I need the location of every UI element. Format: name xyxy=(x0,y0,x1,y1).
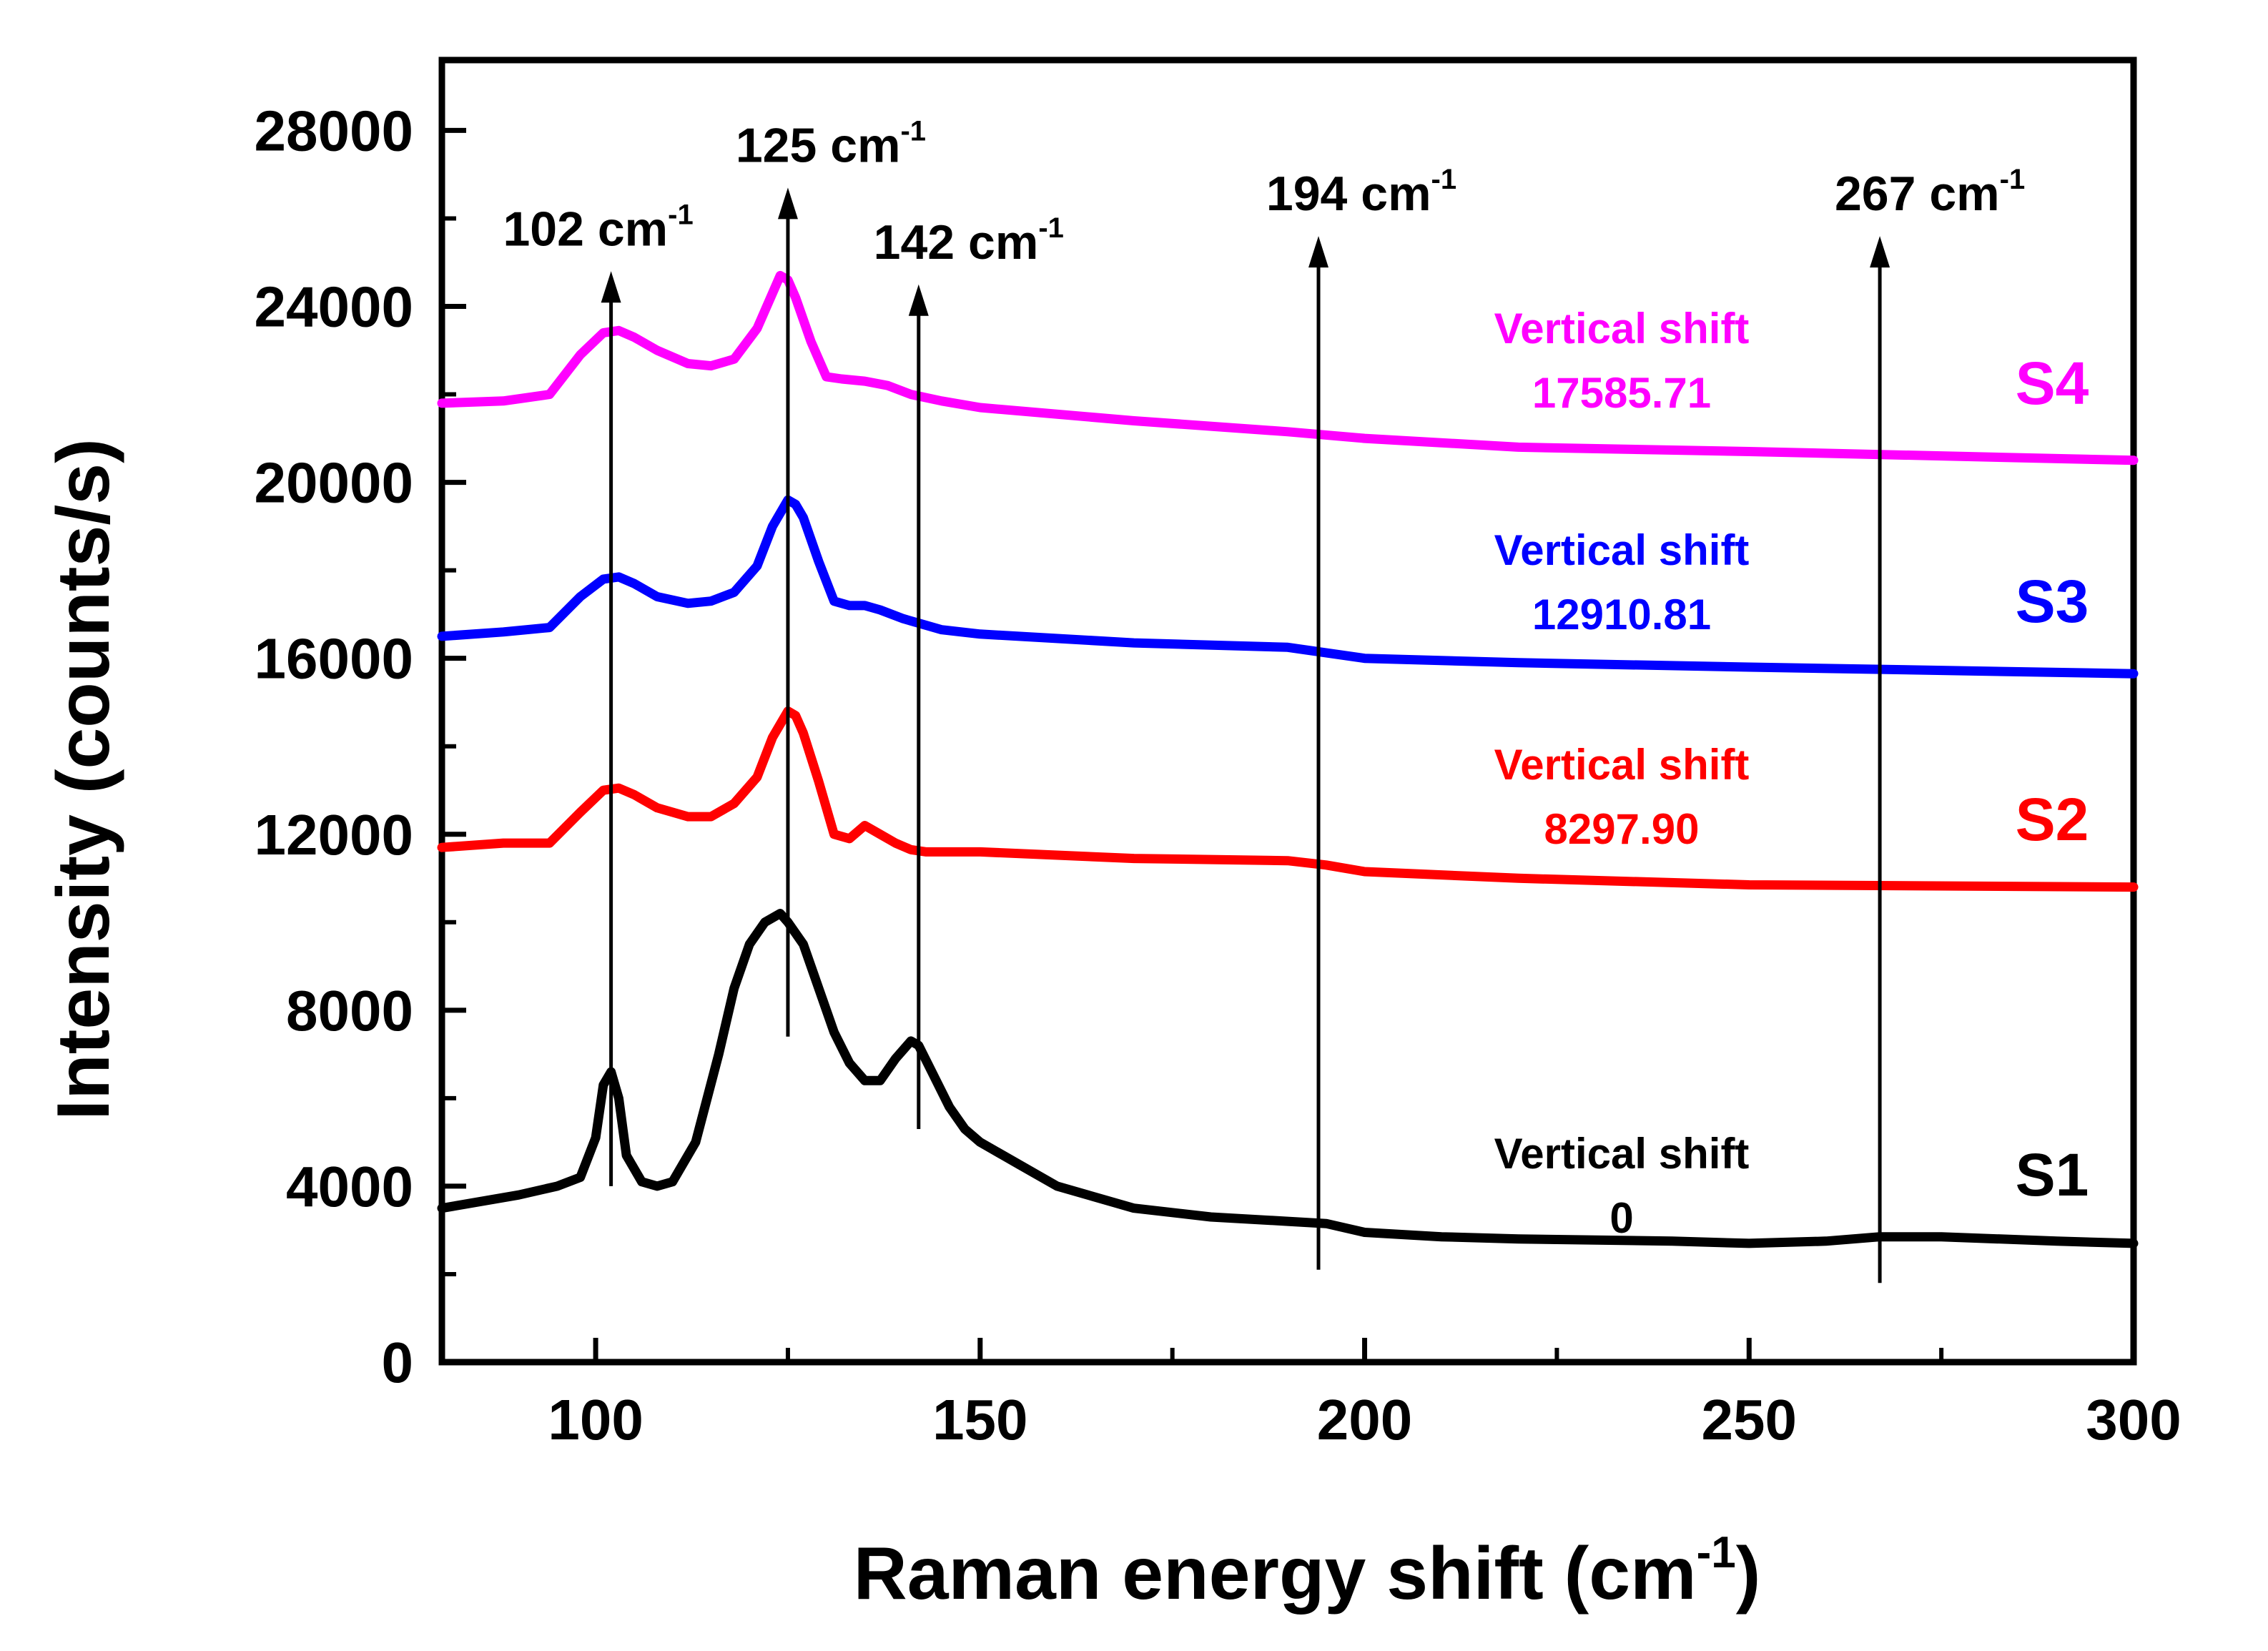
vertical-shift-value: 17585.71 xyxy=(1532,369,1711,417)
vertical-shift-label: Vertical shift xyxy=(1494,741,1750,789)
peak-arrow-head xyxy=(1308,236,1329,268)
vertical-shift-value: 0 xyxy=(1609,1194,1633,1242)
vertical-shift-value: 12910.81 xyxy=(1532,591,1711,639)
y-tick-label: 4000 xyxy=(286,1155,413,1218)
series-label-s4: S4 xyxy=(2016,350,2089,417)
series-line-s1 xyxy=(437,909,2139,1248)
peak-label-sup: -1 xyxy=(1431,164,1457,195)
peak-label-main: 142 cm xyxy=(874,215,1039,270)
peak-label-main: 125 cm xyxy=(736,118,901,172)
series-lines xyxy=(437,270,2139,1248)
x-axis-title-sup: -1 xyxy=(1697,1528,1736,1577)
y-tick-label: 24000 xyxy=(255,275,413,339)
series-line-s3 xyxy=(437,495,2139,679)
vertical-shift-label: Vertical shift xyxy=(1494,1130,1750,1178)
series-label-s1: S1 xyxy=(2016,1141,2089,1208)
x-tick-label: 300 xyxy=(2086,1388,2181,1452)
y-tick-label: 0 xyxy=(382,1331,414,1394)
peak-label-sup: -1 xyxy=(668,199,694,230)
peak-label-sup: -1 xyxy=(2000,164,2026,195)
peak-label-sup: -1 xyxy=(1038,212,1064,244)
peak-label-main: 194 cm xyxy=(1266,167,1431,221)
x-tick-label: 200 xyxy=(1317,1388,1412,1452)
x-axis-title: Raman energy shift (cm-1) xyxy=(854,1528,1761,1615)
axis-ticks xyxy=(442,127,2136,1365)
y-tick-label: 20000 xyxy=(255,451,413,515)
y-axis-title: Intensity (counts/s) xyxy=(42,438,125,1120)
peak-label-main: 267 cm xyxy=(1835,167,2000,221)
peak-label: 102 cm-1 xyxy=(503,199,693,256)
plot-frame xyxy=(438,56,2137,1366)
peak-arrow-head xyxy=(777,187,798,220)
x-axis-title-tail: ) xyxy=(1736,1532,1761,1615)
y-tick-label: 16000 xyxy=(255,627,413,691)
peak-label: 194 cm-1 xyxy=(1266,164,1456,221)
series-label-s3: S3 xyxy=(2016,568,2089,635)
series-line-s2 xyxy=(437,706,2139,892)
vertical-shift-label: Vertical shift xyxy=(1494,526,1750,574)
peak-label-main: 102 cm xyxy=(503,202,668,256)
series-annotations: Vertical shift 0 S1 Vertical shift 8297.90 S2… xyxy=(1494,305,2089,1242)
axis-tick-labels: 100 150 200 250 300 0 4000 8000 12000 16000 20000 2… xyxy=(255,99,2181,1452)
x-tick-label: 100 xyxy=(548,1388,643,1452)
x-tick-label: 150 xyxy=(932,1388,1027,1452)
vertical-shift-value: 8297.90 xyxy=(1544,805,1700,853)
peak-label: 267 cm-1 xyxy=(1835,164,2025,221)
series-line-s4 xyxy=(437,270,2139,465)
peak-label: 125 cm-1 xyxy=(736,115,926,172)
y-tick-label: 8000 xyxy=(286,979,413,1043)
x-axis-title-main: Raman energy shift (cm xyxy=(854,1532,1697,1615)
peak-label-sup: -1 xyxy=(900,115,926,147)
peak-arrow-head xyxy=(908,284,929,316)
x-tick-label: 250 xyxy=(1702,1388,1797,1452)
peak-label: 142 cm-1 xyxy=(874,212,1064,270)
y-tick-label: 28000 xyxy=(255,99,413,162)
peak-arrow-head xyxy=(601,271,621,303)
series-label-s2: S2 xyxy=(2016,786,2089,853)
vertical-shift-label: Vertical shift xyxy=(1494,305,1750,353)
peak-arrow-head xyxy=(1870,236,1890,268)
y-tick-label: 12000 xyxy=(255,803,413,867)
